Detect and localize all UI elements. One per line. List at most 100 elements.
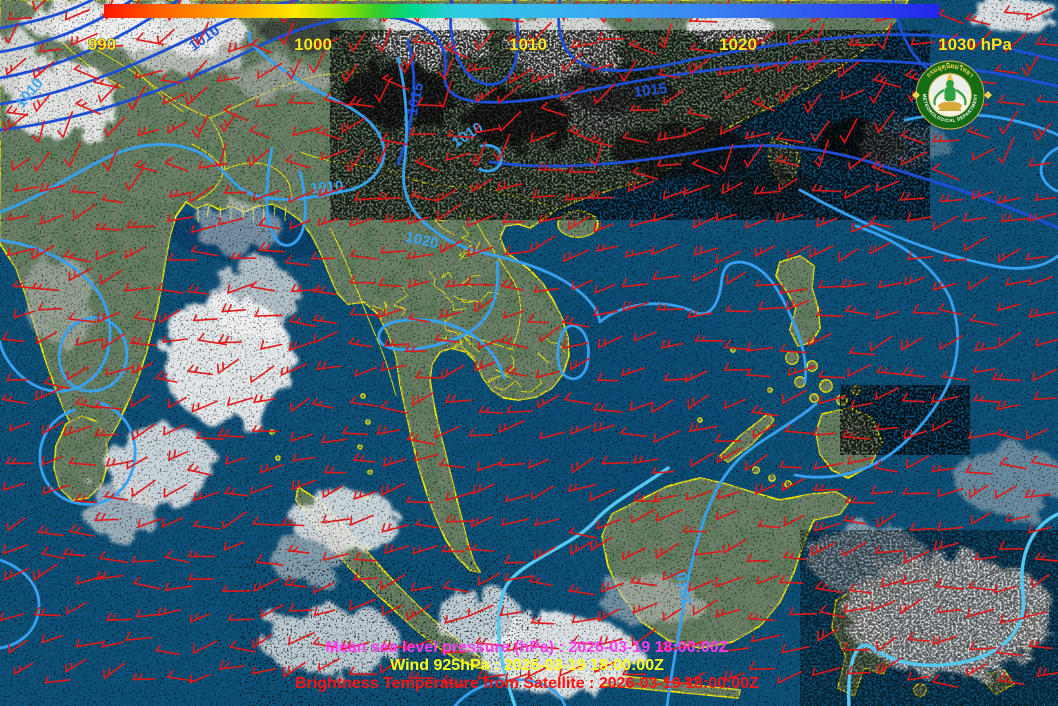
wind-barb [593, 661, 616, 674]
wind-barb [382, 604, 402, 617]
wind-barb [994, 645, 1023, 656]
wind-barb [1000, 213, 1030, 223]
wind-barb [570, 540, 594, 556]
wind-barb [13, 183, 39, 193]
wind-barb [497, 84, 522, 105]
wind-barb [869, 242, 891, 255]
wind-barb [1003, 5, 1033, 16]
wind-barb [629, 218, 657, 228]
wind-barb [68, 267, 93, 282]
wind-barb [68, 457, 97, 466]
wind-barb [996, 400, 1020, 411]
wind-barb [314, 125, 342, 140]
wind-barb [811, 23, 825, 46]
wind-barb [816, 216, 838, 228]
wind-barb [96, 311, 120, 323]
wind-barb [506, 34, 532, 44]
wind-barb [310, 251, 336, 260]
wind-barb [284, 254, 311, 267]
wind-barb [725, 34, 752, 51]
wind-barb [539, 431, 566, 440]
wind-barb [162, 424, 186, 437]
wind-barb [968, 276, 989, 291]
wind-barb [257, 242, 285, 253]
wind-barb [446, 129, 475, 139]
wind-barb [1025, 428, 1049, 440]
wind-barb [404, 640, 430, 652]
wind-barb [999, 456, 1027, 470]
wind-barb [561, 52, 583, 73]
wind-barb [715, 212, 737, 222]
wind-barb [787, 27, 813, 46]
wind-barb [748, 661, 775, 671]
wind-barb [253, 309, 283, 317]
wind-barb [906, 212, 932, 222]
wind-barb [685, 490, 713, 501]
wind-barb [348, 598, 377, 611]
wind-barb [754, 62, 779, 73]
wind-barb [380, 361, 408, 372]
wind-barb [3, 113, 29, 133]
wind-barb [877, 279, 902, 289]
wind-barb [190, 245, 219, 257]
wind-barb [561, 340, 589, 349]
wind-barb [11, 157, 30, 172]
wind-barb [723, 339, 753, 351]
wind-barb [968, 484, 989, 499]
wind-barb [280, 363, 308, 377]
wind-barb [624, 249, 654, 258]
wind-barb [166, 213, 194, 223]
wind-barb [533, 285, 560, 293]
wind-barb [102, 148, 118, 172]
wind-barb [663, 89, 684, 106]
wind-barb [785, 299, 810, 311]
wind-barb [563, 392, 592, 405]
wind-barb [531, 485, 554, 501]
wind-barb [167, 121, 187, 135]
wind-barb [281, 517, 305, 527]
wind-barb [2, 482, 25, 492]
wind-barb [321, 514, 351, 524]
wind-barb [745, 369, 771, 378]
wind-barb [284, 154, 311, 169]
wind-barb [1028, 157, 1051, 167]
wind-barb [570, 357, 590, 371]
wind-barb [847, 37, 876, 46]
wind-barb [192, 21, 210, 46]
wind-barb [967, 430, 997, 440]
wind-barb [124, 631, 153, 642]
wind-barb [1005, 277, 1030, 286]
wind-barb [192, 519, 221, 530]
wind-barb [320, 149, 347, 161]
wind-barb [803, 93, 822, 114]
wind-barb [192, 314, 218, 322]
wind-barb [64, 141, 81, 168]
wind-barb [438, 58, 454, 81]
wind-barb [132, 362, 154, 375]
wind-barb [934, 578, 964, 590]
wind-barb [4, 567, 29, 581]
wind-barb [655, 508, 683, 523]
wind-barb [381, 482, 406, 497]
wind-barb [95, 571, 124, 581]
wind-barb [72, 204, 96, 221]
wind-barb [537, 394, 560, 409]
wind-barb [998, 332, 1021, 348]
wind-barb [939, 33, 959, 49]
wind-barb [869, 79, 888, 105]
wind-barb [846, 455, 874, 465]
wind-barb [1036, 94, 1058, 104]
wind-barb [571, 614, 600, 624]
wind-barb [754, 483, 776, 496]
wind-barb [354, 367, 377, 377]
wind-barb [225, 455, 247, 466]
wind-barb [192, 491, 219, 502]
wind-barb [349, 216, 373, 228]
wind-barb [189, 613, 210, 624]
wind-barb [846, 665, 872, 675]
wind-barb [657, 68, 680, 79]
wind-barb [124, 167, 145, 192]
wind-barb [529, 21, 552, 44]
wind-barb [723, 398, 746, 410]
